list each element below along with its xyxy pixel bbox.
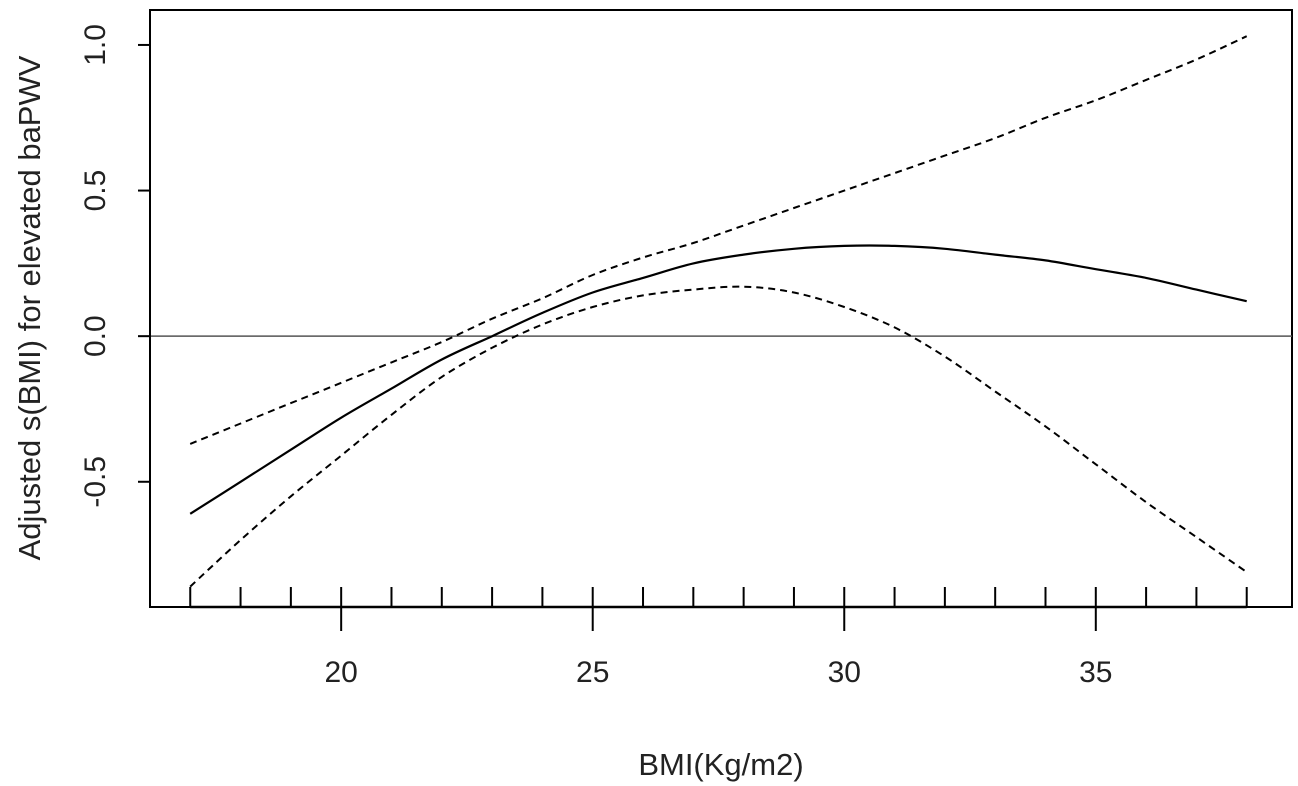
x-axis-title: BMI(Kg/m2)	[638, 747, 803, 782]
smooth-fit-line	[189, 244, 1247, 515]
y-tick-label: 0.0	[79, 315, 112, 357]
x-tick-label: 30	[828, 656, 861, 689]
y-tick-label: -0.5	[79, 456, 112, 508]
confidence-band-line-1	[189, 35, 1248, 445]
confidence-band-line-2	[189, 285, 1248, 588]
y-tick-label: 1.0	[79, 24, 112, 66]
x-tick-label: 25	[576, 656, 609, 689]
y-axis-title: Adjusted s(BMI) for elevated baPWV	[12, 55, 47, 560]
x-tick-label: 20	[324, 656, 357, 689]
x-tick-label: 35	[1079, 656, 1112, 689]
y-tick-label: 0.5	[79, 170, 112, 212]
plot-frame	[149, 9, 1293, 608]
